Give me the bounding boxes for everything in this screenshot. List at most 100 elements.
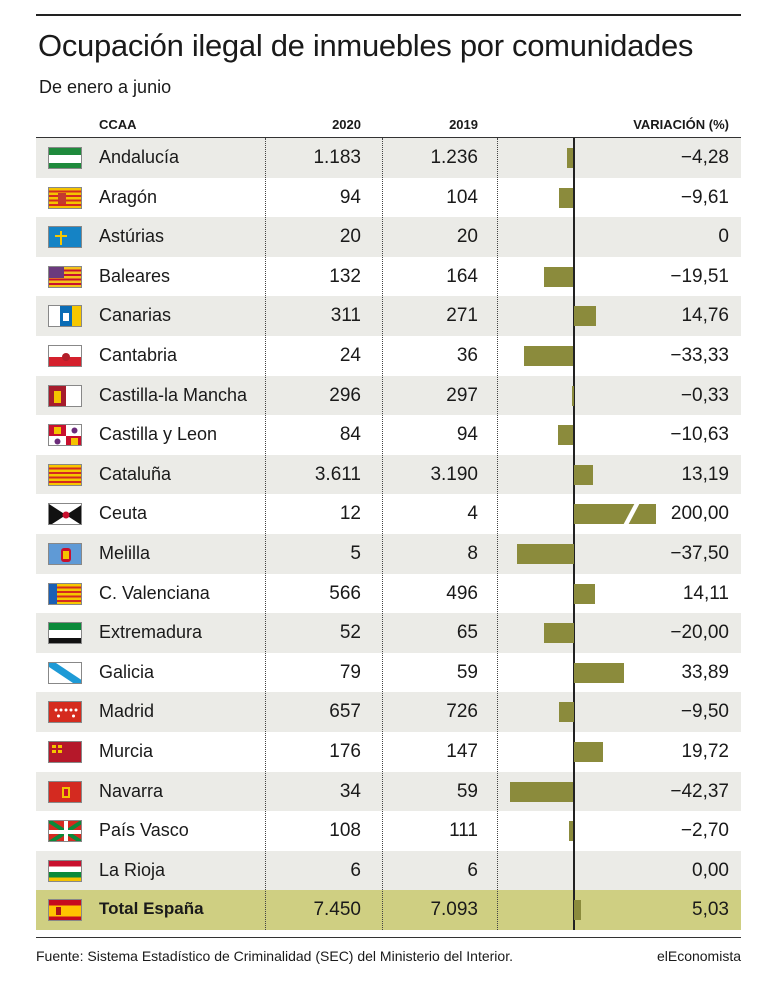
flag-pais-vasco-icon: [48, 820, 82, 843]
variation-bar: [517, 544, 574, 564]
variation-label: 200,00: [670, 503, 729, 525]
variation-bar: [543, 623, 574, 644]
value-2020: 12: [339, 503, 361, 525]
ccaa-name: Andalucía: [99, 147, 180, 167]
variation-bar: [573, 583, 595, 604]
table-row: Madrid 657 726 −9,50: [36, 692, 741, 732]
variation-bar: [559, 702, 574, 723]
table-row: Cataluña 3.611 3.190 13,19: [36, 454, 741, 495]
table-row: Extremadura 52 65 −20,00: [36, 613, 741, 653]
variation-bar: [573, 742, 604, 762]
table-row: Murcia 176 147 19,72: [36, 732, 741, 772]
variation-bar: [523, 346, 574, 366]
ccaa-name: País Vasco: [99, 820, 189, 841]
value-2019: 111: [449, 820, 478, 842]
table-row: Castilla-la Mancha 296 297 −0,33: [36, 375, 741, 416]
table-row: C. Valenciana 566 496 14,11: [36, 574, 741, 614]
chart-subtitle: De enero a junio: [39, 77, 172, 97]
flag-aragon-icon: [48, 186, 82, 209]
flag-la-rioja-icon: [48, 859, 82, 882]
zero-axis: [573, 138, 575, 930]
variation-label: −42,37: [670, 780, 729, 802]
variation-bar: [567, 148, 574, 168]
flag-ceuta-icon: [48, 503, 82, 526]
source-note: Fuente: Sistema Estadístico de Criminali…: [36, 948, 513, 964]
value-2019: 36: [456, 345, 478, 366]
ccaa-name: Canarias: [99, 305, 172, 326]
value-2020: 132: [329, 265, 361, 287]
ccaa-name: Galicia: [99, 661, 155, 682]
variation-bar: [573, 501, 656, 528]
value-2019: 726: [446, 701, 478, 723]
variation-bar: [573, 662, 625, 683]
value-2019: 104: [446, 186, 478, 208]
value-2020: 311: [330, 305, 361, 327]
flag-castilla-y-leon-icon: [48, 424, 82, 447]
value-2019: 496: [446, 582, 478, 604]
value-2019: 271: [446, 305, 478, 327]
table-row: Navarra 34 59 −42,37: [36, 771, 741, 812]
ccaa-name: Extremadura: [99, 622, 203, 643]
value-2019: 164: [446, 265, 478, 287]
top-rule: [36, 14, 741, 16]
table-row: Andalucía 1.183 1.236 −4,28: [36, 138, 741, 178]
value-2020: 24: [339, 345, 361, 366]
table-row: Cantabria 24 36 −33,33: [36, 336, 741, 376]
header-2020: 2020: [332, 117, 361, 132]
column-divider: [265, 138, 266, 930]
value-2020: 7.450: [313, 899, 361, 921]
table-row: Canarias 311 271 14,76: [36, 296, 741, 336]
header-variation: VARIACIÓN (%): [633, 117, 729, 132]
header-ccaa: CCAA: [99, 117, 137, 132]
value-2019: 7.093: [430, 899, 478, 921]
ccaa-name: Cantabria: [99, 345, 178, 365]
column-divider: [382, 138, 383, 930]
value-2019: 59: [456, 780, 478, 802]
table-row: Melilla 5 8 −37,50: [36, 534, 741, 574]
value-2020: 3.611: [314, 463, 361, 485]
header-rule: [36, 137, 741, 138]
value-2020: 108: [329, 820, 361, 842]
variation-bar: [559, 187, 574, 208]
value-2019: 3.190: [430, 463, 478, 485]
table-row: Castilla y Leon 84 94 −10,63: [36, 415, 741, 455]
value-2020: 34: [339, 780, 361, 802]
ccaa-name: Madrid: [99, 701, 155, 722]
ccaa-name: Cataluña: [99, 463, 172, 484]
value-2020: 1.183: [313, 147, 361, 168]
value-2020: 176: [329, 741, 361, 762]
value-2019: 59: [456, 661, 478, 683]
value-2019: 4: [467, 503, 478, 525]
ccaa-name: Ceuta: [99, 503, 148, 524]
variation-label: −2,70: [680, 820, 729, 842]
value-2020: 94: [339, 186, 361, 208]
value-2020: 79: [339, 661, 361, 683]
value-2019: 6: [467, 859, 478, 881]
variation-label: 14,11: [682, 582, 729, 604]
variation-label: 0: [718, 226, 729, 248]
flag-valenciana-icon: [48, 582, 82, 605]
ccaa-name: Murcia: [99, 741, 154, 761]
ccaa-name: Astúrias: [99, 226, 165, 247]
chart-title: Ocupación ilegal de inmuebles por comuni…: [38, 28, 694, 63]
value-2020: 657: [329, 701, 361, 723]
flag-castilla-la-mancha-icon: [48, 384, 82, 407]
flag-cantabria-icon: [48, 345, 82, 367]
variation-label: −9,61: [680, 186, 729, 208]
flag-espana-icon: [48, 899, 82, 922]
value-2019: 65: [456, 622, 478, 644]
header-2019: 2019: [449, 117, 478, 132]
value-2020: 52: [339, 622, 361, 644]
value-2020: 84: [339, 424, 361, 446]
variation-label: 14,76: [681, 305, 729, 327]
flag-extremadura-icon: [48, 622, 82, 645]
variation-label: −19,51: [670, 265, 729, 287]
value-2020: 20: [339, 226, 361, 248]
table-row: Ceuta 12 4 200,00: [36, 494, 741, 534]
ccaa-name: Aragón: [99, 186, 158, 207]
column-divider: [497, 138, 498, 930]
ccaa-name: Baleares: [99, 265, 171, 286]
variation-label: 13,19: [681, 463, 729, 485]
variation-bar: [573, 464, 594, 485]
value-2019: 94: [456, 424, 478, 446]
